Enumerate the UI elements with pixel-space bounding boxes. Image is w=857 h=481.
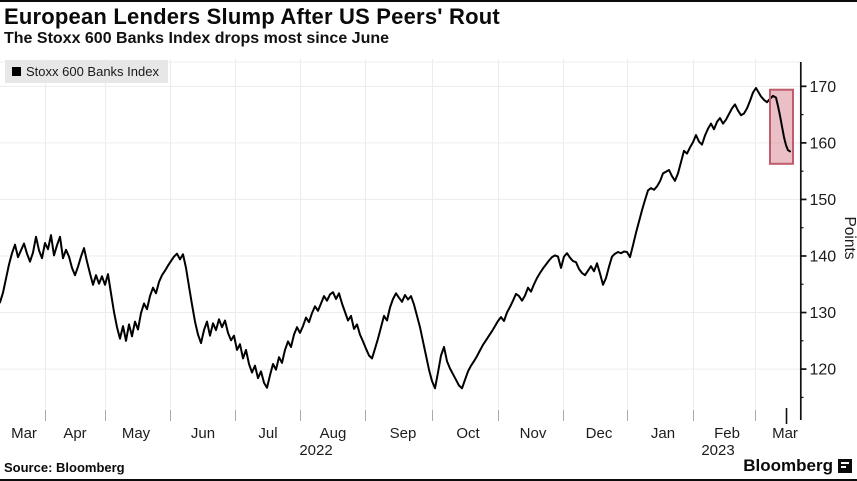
legend-swatch-icon — [12, 67, 21, 76]
highlight-box-border — [769, 88, 794, 165]
legend-label: Stoxx 600 Banks Index — [26, 64, 159, 79]
x-axis-label: Apr — [63, 425, 86, 442]
y-axis-label: 170 — [810, 79, 837, 96]
x-axis-label: Aug — [320, 425, 347, 442]
y-axis-label: 120 — [810, 362, 837, 379]
page-title: European Lenders Slump After US Peers' R… — [4, 4, 500, 29]
bloomberg-logo-icon — [838, 459, 852, 473]
y-axis-label: 140 — [810, 248, 837, 265]
y-axis-title: Points — [841, 216, 857, 259]
x-axis-label: Dec — [586, 425, 613, 442]
y-axis-label: 130 — [810, 305, 837, 322]
x-axis-label: Feb — [714, 425, 740, 442]
legend: Stoxx 600 Banks Index — [5, 60, 168, 83]
x-axis-label: Mar — [772, 425, 798, 442]
x-axis-label: Nov — [520, 425, 547, 442]
x-axis-year-label: 2022 — [299, 442, 332, 459]
x-axis-label: Sep — [390, 425, 417, 442]
x-axis-label: Jun — [191, 425, 215, 442]
x-axis-label: Oct — [456, 425, 480, 442]
x-axis-label: Jul — [258, 425, 277, 442]
bloomberg-wordmark: Bloomberg — [743, 456, 833, 475]
top-rule — [0, 0, 857, 2]
x-axis-label: Jan — [651, 425, 675, 442]
series-line — [0, 87, 791, 390]
source-note: Source: Bloomberg — [4, 460, 125, 475]
bottom-rule — [0, 479, 857, 481]
x-axis-year-label: 2023 — [701, 442, 734, 459]
bloomberg-logo: Bloomberg — [743, 456, 852, 476]
x-axis-label: May — [122, 425, 151, 442]
y-axis-label: 150 — [810, 192, 837, 209]
y-axis-label: 160 — [810, 135, 837, 152]
x-axis-label: Mar — [11, 425, 37, 442]
page-subtitle: The Stoxx 600 Banks Index drops most sin… — [4, 30, 390, 47]
